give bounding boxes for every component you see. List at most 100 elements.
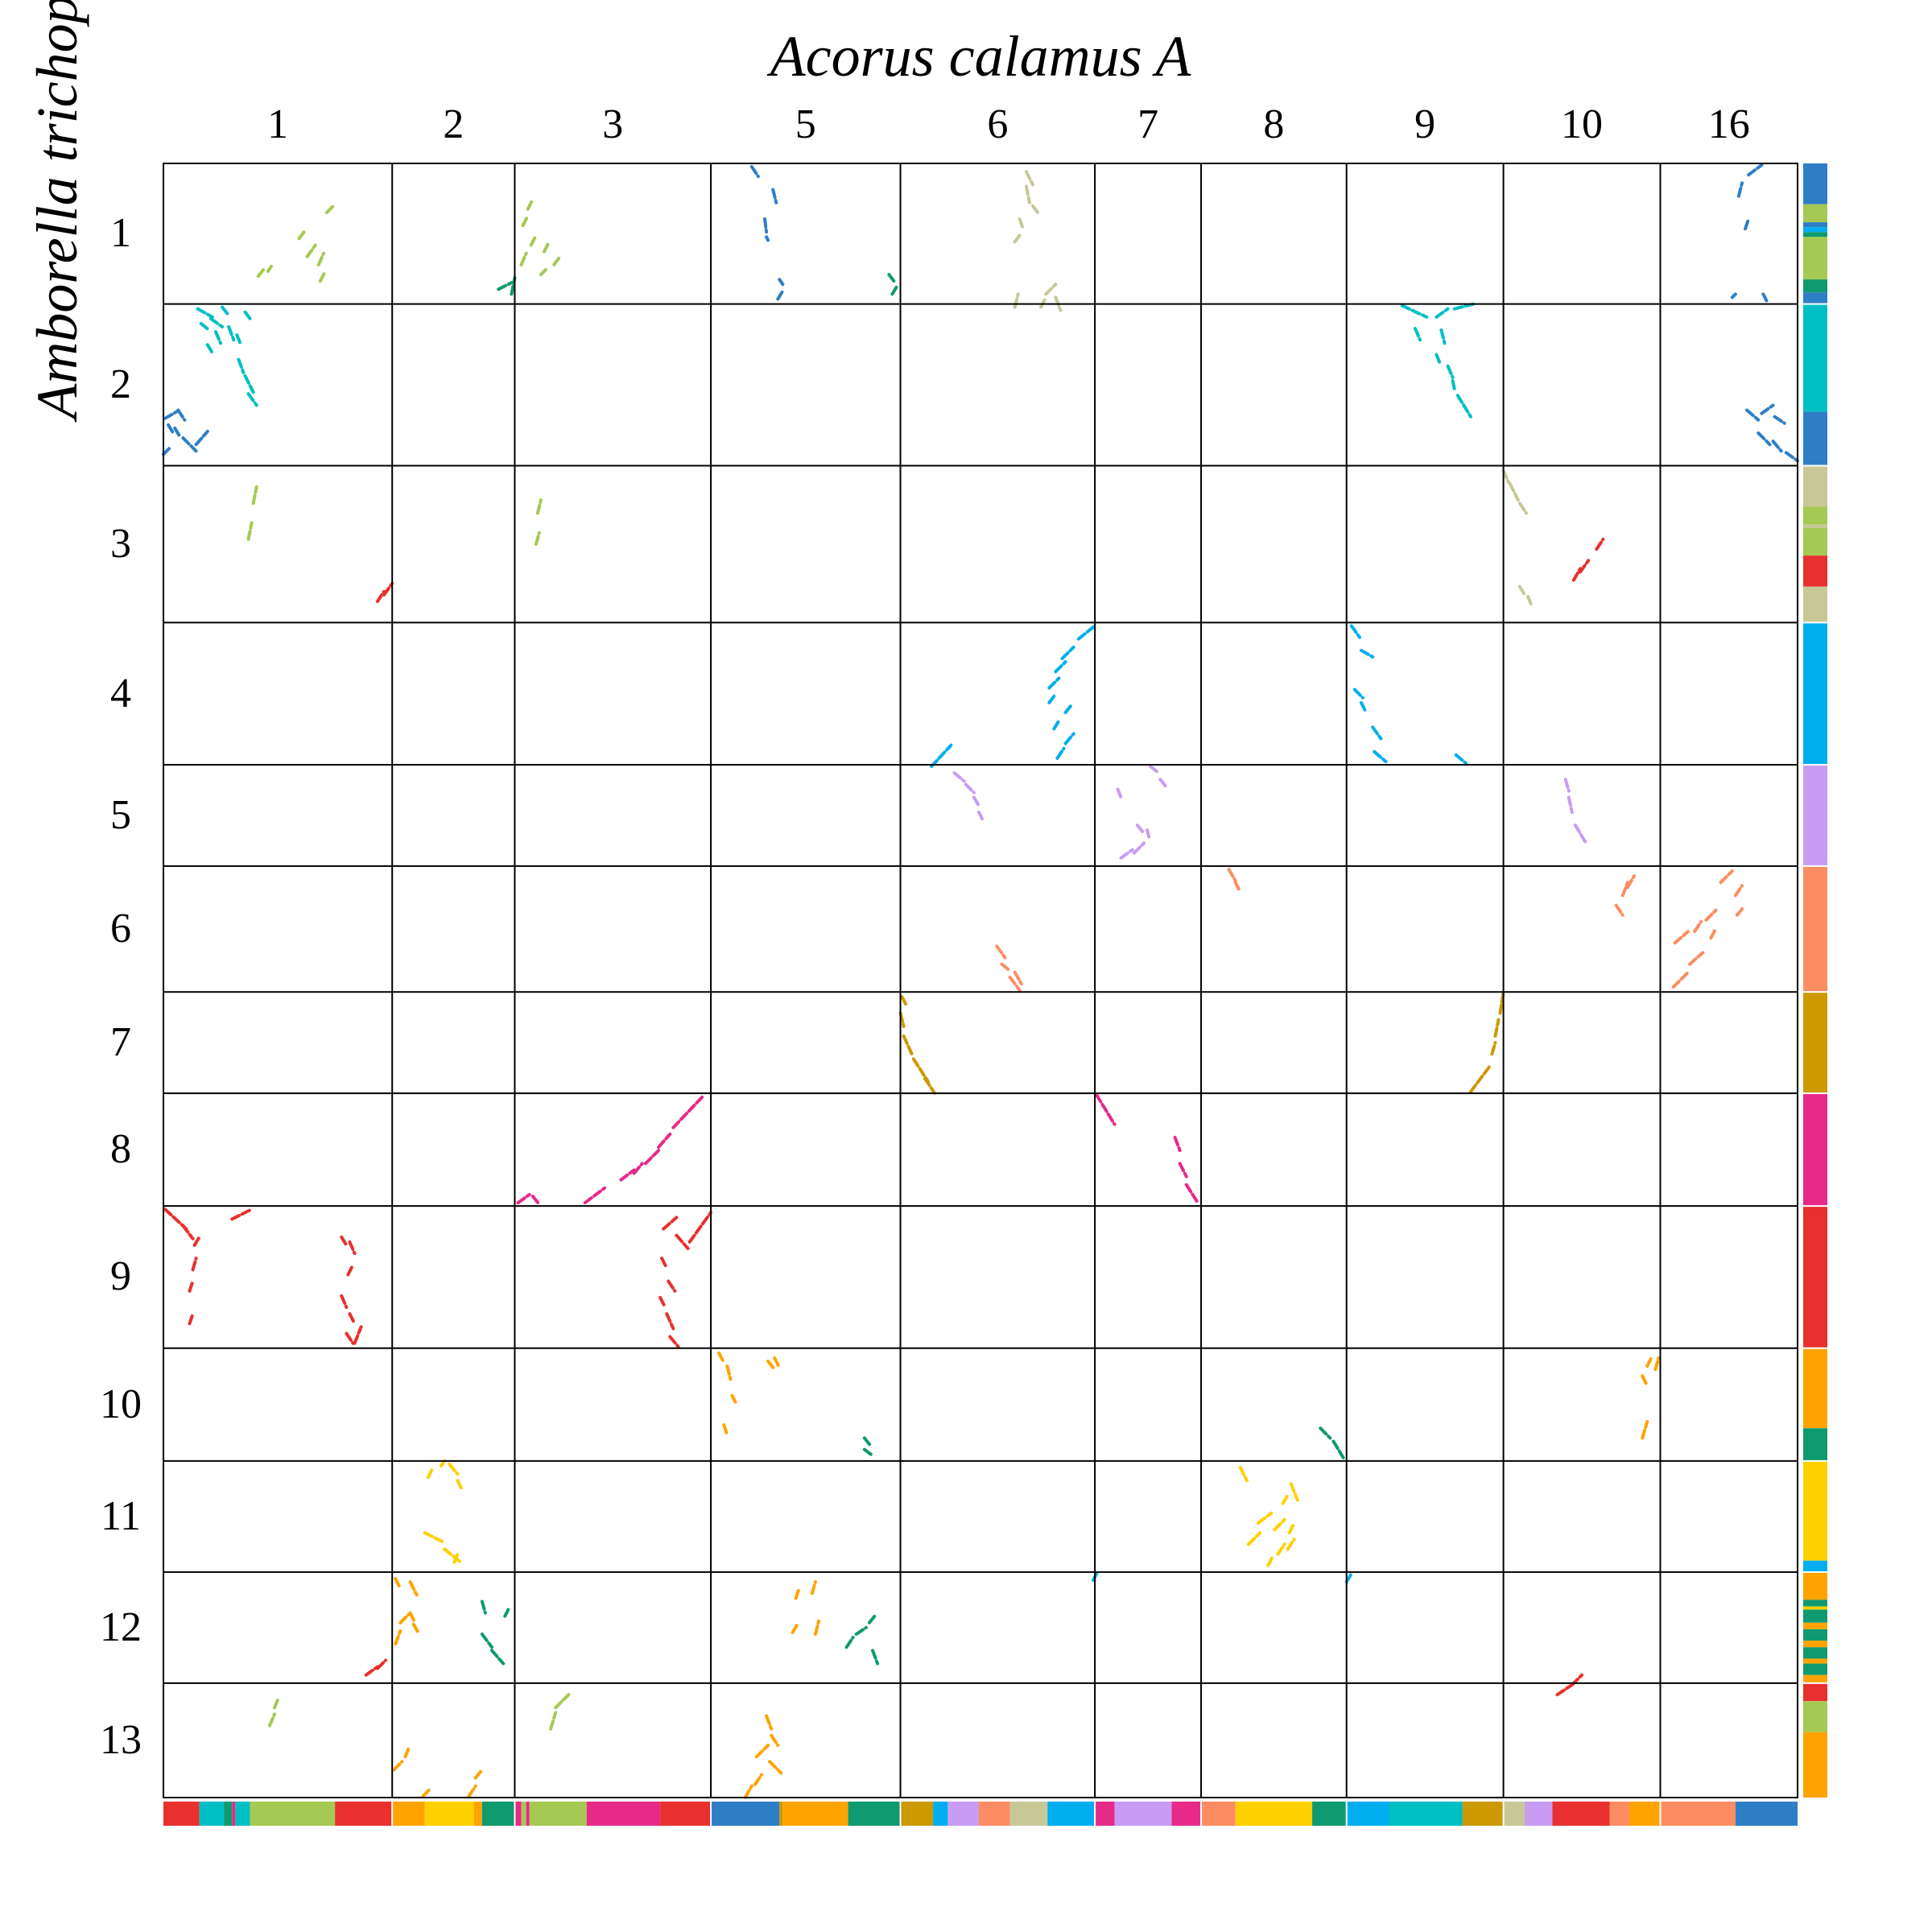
bar-block (1171, 1802, 1202, 1826)
bar-block (1462, 1802, 1504, 1826)
y-chromosome-label: 5 (110, 791, 131, 838)
bar-block (1803, 227, 1827, 233)
synteny-segment (221, 305, 231, 317)
bar-block (1803, 204, 1827, 223)
synteny-segment (346, 1263, 355, 1277)
synteny-segment (1595, 537, 1605, 551)
synteny-segment (1371, 725, 1383, 741)
synteny-segment (1352, 687, 1365, 700)
synteny-segment (1745, 408, 1761, 422)
synteny-segment (1331, 1439, 1345, 1459)
synteny-segment (995, 944, 1007, 960)
synteny-segment (776, 289, 785, 301)
bar-block (1803, 1629, 1827, 1641)
bar-block (1009, 1802, 1048, 1826)
synteny-segment (725, 1364, 733, 1381)
synteny-segment (1119, 848, 1134, 860)
synteny-segment (1044, 283, 1058, 296)
synteny-segment (452, 1552, 460, 1564)
bar-block (1803, 1093, 1827, 1207)
synteny-segment (730, 1393, 737, 1404)
synteny-segment (854, 1625, 868, 1636)
synteny-segment (235, 333, 242, 345)
synteny-segment (1625, 874, 1636, 890)
synteny-segment (1054, 660, 1067, 674)
bar-block (1803, 865, 1827, 993)
bar-block (1803, 1674, 1827, 1683)
synteny-segment (1620, 881, 1629, 898)
synteny-segment (1413, 327, 1422, 342)
synteny-segment (297, 230, 306, 241)
synteny-segment (243, 374, 255, 394)
synteny-segment (192, 1235, 201, 1247)
synteny-segment (364, 1665, 379, 1677)
synteny-segment (318, 269, 327, 283)
synteny-segment (480, 1633, 494, 1649)
synteny-segment (497, 281, 514, 291)
synteny-segment (1555, 1682, 1574, 1697)
synteny-segment (583, 1186, 607, 1205)
bar-block (1803, 1701, 1827, 1732)
synteny-segment (810, 1580, 817, 1596)
x-chromosome-label: 1 (267, 101, 289, 147)
synteny-segment (1047, 694, 1056, 704)
synteny-segment (552, 256, 561, 266)
synteny-segment (534, 530, 541, 546)
synteny-segment (1095, 1093, 1117, 1126)
bar-block (1803, 279, 1827, 293)
bar-block (900, 1802, 934, 1826)
synteny-segment (687, 1211, 713, 1244)
synteny-segment (1047, 676, 1061, 690)
synteny-segment (972, 795, 980, 807)
synteny-segment (1173, 1135, 1182, 1153)
synteny-segment (1454, 753, 1468, 766)
synteny-segment (1287, 1521, 1296, 1535)
synteny-segment (246, 392, 258, 407)
bar-block (1803, 524, 1827, 528)
synteny-segment (1039, 295, 1048, 309)
synteny-segment (467, 1784, 477, 1798)
bar-block (392, 1802, 425, 1826)
bar-block (1803, 465, 1827, 507)
synteny-segment (1704, 908, 1718, 922)
bar-block (1803, 622, 1827, 766)
bar-block (199, 1802, 225, 1826)
synteny-segment (1024, 184, 1031, 204)
bar-block (586, 1802, 661, 1826)
synteny-segment (1273, 1517, 1286, 1532)
synteny-segment (667, 1279, 677, 1293)
bar-block (1803, 1622, 1827, 1629)
synteny-segment (1276, 1542, 1286, 1556)
synteny-segment (1063, 702, 1074, 715)
synteny-segment (1490, 1041, 1497, 1056)
synteny-segment (660, 1257, 669, 1270)
synteny-segment (421, 1787, 431, 1798)
y-chromosome-label: 13 (100, 1716, 142, 1763)
bar-block (1803, 292, 1827, 304)
bar-block (1803, 765, 1827, 866)
synteny-segment (1773, 415, 1786, 425)
synteny-segment (658, 1295, 667, 1309)
synteny-segment (246, 521, 254, 541)
synteny-segment (530, 1194, 541, 1207)
bar-block (424, 1802, 474, 1826)
bar-block (782, 1802, 848, 1826)
synteny-segment (443, 1547, 463, 1564)
synteny-segment (1400, 303, 1429, 319)
bar-block (473, 1802, 482, 1826)
synteny-segment (382, 581, 394, 597)
synteny-segment (394, 1629, 402, 1646)
synteny-segment (542, 240, 551, 254)
synteny-segment (665, 1312, 675, 1331)
synteny-segment (1013, 970, 1023, 986)
synteny-segment (1233, 881, 1241, 891)
bar-block (1803, 1641, 1827, 1648)
synteny-segment (1435, 353, 1442, 365)
synteny-segment (964, 782, 976, 795)
synteny-segment (440, 1459, 447, 1468)
synteny-segment (227, 325, 236, 342)
synteny-segment (375, 589, 386, 604)
synteny-segment (778, 278, 785, 287)
bar-block (1389, 1802, 1463, 1826)
synteny-segment (717, 1351, 726, 1365)
